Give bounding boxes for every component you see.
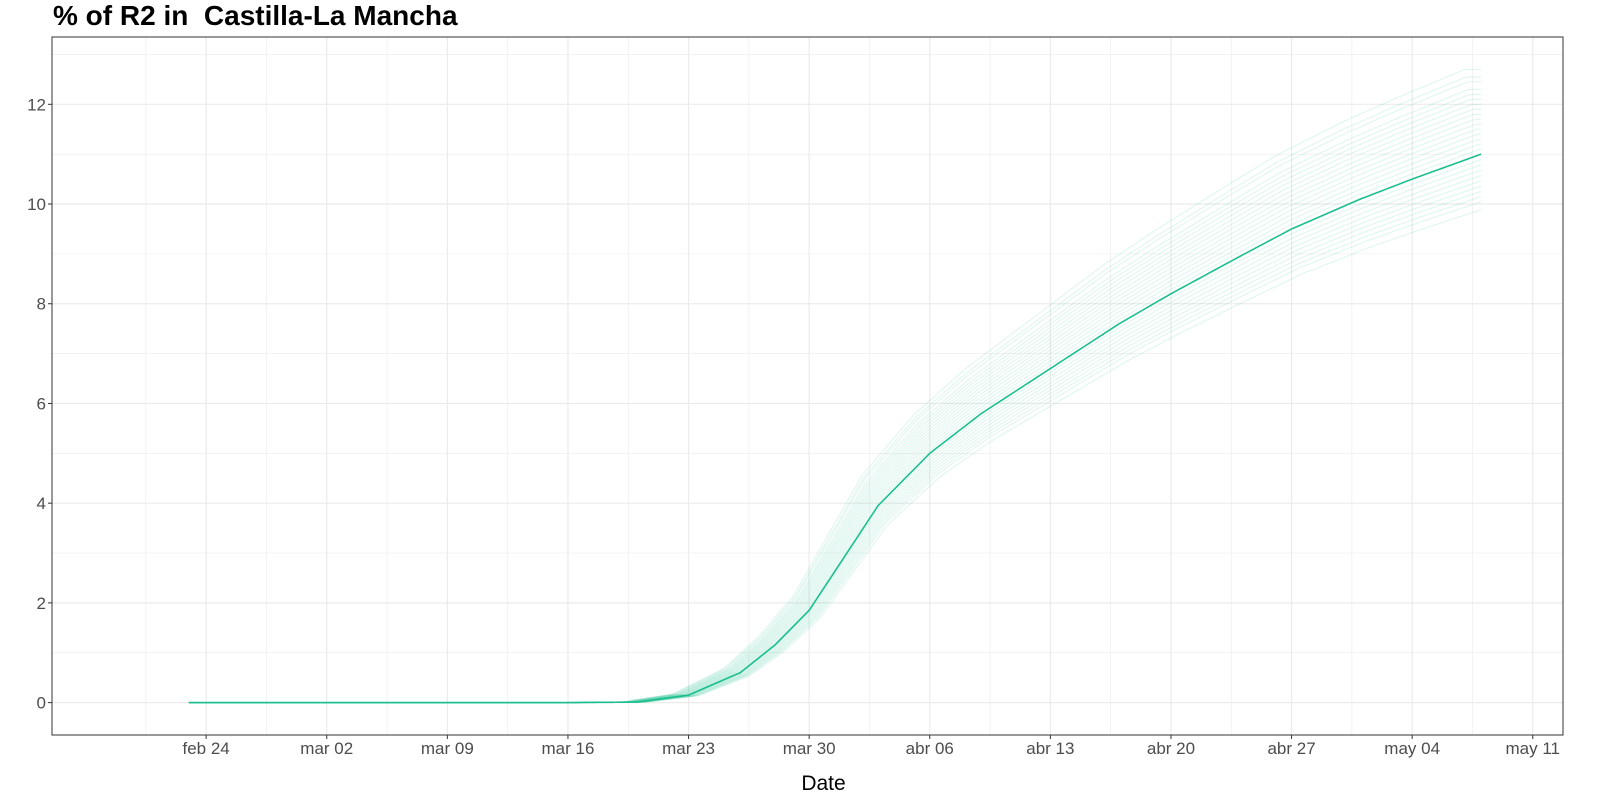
x-tick-label: mar 23: [662, 739, 715, 758]
panel-border: [51, 36, 1564, 736]
x-tick-label: mar 30: [783, 739, 836, 758]
ensemble-lines: [188, 68, 1482, 704]
ensemble-line: [188, 128, 1482, 704]
y-tick-label: 0: [37, 694, 46, 713]
major-gridlines: [52, 37, 1563, 735]
x-axis: feb 24 mar 02 mar 09 mar 16 mar 23 mar 30 abr …: [183, 735, 1561, 758]
ensemble-line: [188, 138, 1482, 704]
x-tick-label: mar 09: [421, 739, 474, 758]
y-tick-label: 12: [27, 95, 46, 114]
ensemble-line: [188, 76, 1482, 704]
ensemble-line: [188, 180, 1482, 704]
ensemble-line: [188, 143, 1482, 704]
x-tick-label: may 11: [1506, 739, 1561, 758]
x-tick-label: abr 20: [1147, 739, 1195, 758]
ensemble-line: [188, 185, 1482, 704]
y-tick-label: 10: [27, 195, 46, 214]
ensemble-line: [188, 93, 1482, 704]
y-tick-label: 2: [37, 594, 46, 613]
main-line-path: [188, 153, 1482, 704]
x-tick-label: may 04: [1384, 739, 1440, 758]
y-axis: 0 2 4 6 8 10 12: [27, 95, 52, 713]
main-series-line: [188, 153, 1482, 704]
x-tick-label: abr 13: [1026, 739, 1074, 758]
ensemble-line: [188, 98, 1482, 704]
x-tick-label: mar 16: [541, 739, 594, 758]
ensemble-line: [188, 88, 1482, 704]
ensemble-line: [188, 68, 1482, 704]
y-tick-label: 8: [37, 295, 46, 314]
x-tick-label: mar 02: [300, 739, 353, 758]
chart-title: % of R2 in Castilla-La Mancha: [53, 0, 458, 31]
x-axis-title: Date: [801, 772, 845, 795]
ensemble-line: [188, 209, 1482, 704]
minor-gridlines: [52, 37, 1563, 735]
ensemble-line: [188, 201, 1482, 704]
x-tick-label: abr 27: [1267, 739, 1315, 758]
y-tick-label: 6: [37, 394, 46, 413]
x-tick-label: feb 24: [183, 739, 230, 758]
ensemble-line: [188, 190, 1482, 704]
ensemble-line: [188, 148, 1482, 704]
ensemble-line: [188, 123, 1482, 704]
x-tick-label: abr 06: [906, 739, 954, 758]
ensemble-line: [188, 81, 1482, 704]
ensemble-line: [188, 196, 1482, 704]
ensemble-line: [188, 133, 1482, 704]
y-tick-label: 4: [37, 494, 46, 513]
